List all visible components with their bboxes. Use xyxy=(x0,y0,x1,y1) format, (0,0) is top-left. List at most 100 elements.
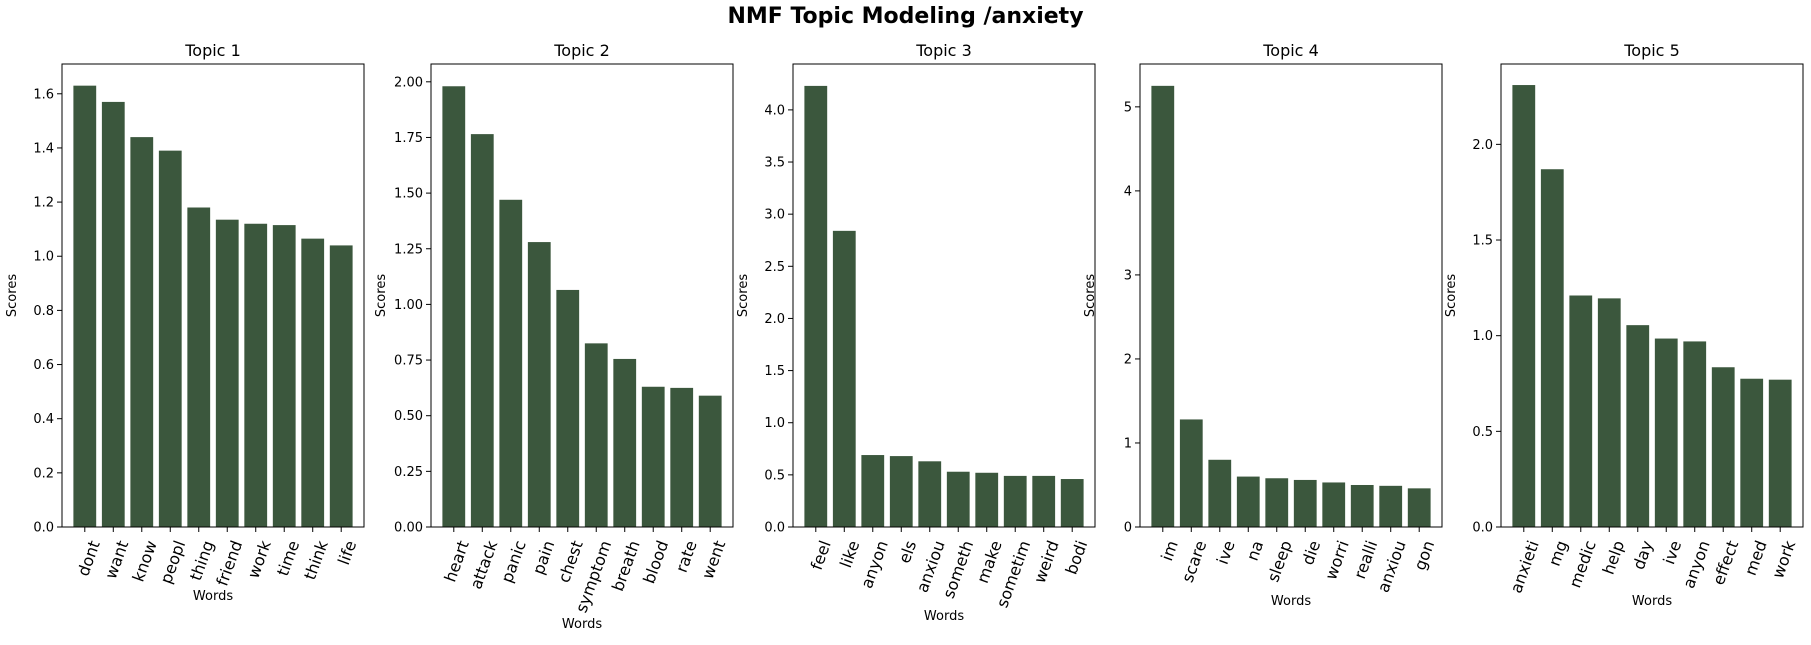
bar-think xyxy=(301,238,325,527)
y-tick-label: 1.5 xyxy=(1472,234,1493,249)
bar-rate xyxy=(670,387,694,527)
bar-na xyxy=(1236,476,1260,527)
y-tick-label: 0 xyxy=(1124,521,1132,536)
y-tick-label: 3.5 xyxy=(764,156,785,171)
y-tick-label: 0.0 xyxy=(33,521,54,536)
x-tick-label: els xyxy=(895,538,921,566)
bar-els xyxy=(889,456,913,527)
y-tick-label: 0.5 xyxy=(1472,425,1493,440)
x-tick-label: like xyxy=(836,538,863,570)
chart-title: Topic 4 xyxy=(1262,41,1319,60)
y-tick-label: 5 xyxy=(1124,100,1132,115)
topic-2-chart: heartattackpanicpainchestsymptombreathbl… xyxy=(374,41,734,632)
y-axis-label: Scores xyxy=(736,274,751,317)
y-tick-label: 0.75 xyxy=(394,354,423,369)
y-tick-label: 1.0 xyxy=(764,416,785,431)
y-tick-label: 2.5 xyxy=(764,260,785,275)
chart-title: Topic 3 xyxy=(915,41,972,60)
x-tick-label: life xyxy=(334,538,360,567)
x-tick-label: sleep xyxy=(1263,538,1295,585)
x-tick-label: die xyxy=(1298,538,1324,567)
x-tick-label: ive xyxy=(1213,538,1239,567)
bar-work xyxy=(244,223,268,527)
x-tick-label: friend xyxy=(212,538,246,588)
y-tick-label: 1.0 xyxy=(1472,329,1493,344)
y-tick-label: 1.25 xyxy=(394,242,423,257)
bar-friend xyxy=(215,219,239,527)
y-axis-label: Scores xyxy=(1444,274,1459,317)
bar-heart xyxy=(442,86,466,527)
x-tick-label: know xyxy=(128,538,160,584)
x-axis-label: Words xyxy=(1632,594,1672,609)
x-axis-label: Words xyxy=(193,589,233,604)
topic-1-chart: dontwantknowpeoplthingfriendworktimethin… xyxy=(5,41,365,604)
y-axis-label: Scores xyxy=(5,274,20,317)
y-tick-label: 0.8 xyxy=(33,304,54,319)
axes-frame xyxy=(61,63,365,528)
x-tick-label: went xyxy=(698,538,729,581)
bar-weird xyxy=(1032,475,1056,527)
x-tick-label: weird xyxy=(1030,538,1063,586)
bar-sleep xyxy=(1265,478,1289,527)
y-tick-label: 1.75 xyxy=(394,131,423,146)
x-tick-label: time xyxy=(273,538,303,578)
bar-thing xyxy=(187,207,211,527)
bar-anxiou xyxy=(1379,485,1403,527)
y-tick-label: 3.0 xyxy=(764,208,785,223)
x-tick-label: im xyxy=(1157,538,1182,563)
x-tick-label: realli xyxy=(1350,538,1381,581)
y-tick-label: 0.2 xyxy=(33,466,54,481)
bar-pain xyxy=(527,242,551,527)
bar-dont xyxy=(73,85,97,527)
bar-know xyxy=(130,137,154,528)
x-tick-label: na xyxy=(1243,538,1268,563)
x-tick-label: thing xyxy=(186,538,218,583)
x-tick-label: scare xyxy=(1178,538,1211,585)
x-tick-label: gon xyxy=(1410,538,1438,573)
y-tick-label: 0.00 xyxy=(394,521,423,536)
x-tick-label: help xyxy=(1599,538,1629,577)
bar-anyon xyxy=(1683,341,1707,527)
axes-frame xyxy=(1139,63,1443,528)
x-tick-label: panic xyxy=(497,538,530,585)
bar-feel xyxy=(804,85,828,528)
x-tick-label: dont xyxy=(74,538,104,579)
chart-title: Topic 5 xyxy=(1623,41,1680,60)
axes-frame xyxy=(792,63,1096,528)
bar-anyon xyxy=(861,455,885,527)
y-tick-label: 1.50 xyxy=(394,187,423,202)
bar-went xyxy=(698,395,722,527)
figure-title: NMF Topic Modeling /anxiety xyxy=(727,4,1084,29)
y-tick-label: 1.4 xyxy=(33,141,54,156)
bar-ive xyxy=(1654,338,1678,527)
bar-make xyxy=(975,472,999,527)
bar-die xyxy=(1293,479,1317,527)
x-axis-label: Words xyxy=(1271,594,1311,609)
y-tick-label: 3 xyxy=(1124,268,1132,283)
bar-symptom xyxy=(584,343,608,527)
x-tick-label: mg xyxy=(1545,538,1572,569)
x-axis-label: Words xyxy=(924,609,964,624)
bar-panic xyxy=(499,199,523,527)
bar-someth xyxy=(946,471,970,527)
bar-anxiou xyxy=(918,461,942,527)
bar-day xyxy=(1626,325,1650,527)
axes-frame xyxy=(430,63,734,528)
bar-effect xyxy=(1711,367,1735,527)
bar-mg xyxy=(1540,169,1564,528)
x-tick-label: med xyxy=(1741,538,1771,578)
bar-anxieti xyxy=(1512,85,1536,528)
y-tick-label: 0.6 xyxy=(33,358,54,373)
bar-med xyxy=(1740,378,1764,527)
y-tick-label: 1.5 xyxy=(764,364,785,379)
bar-chest xyxy=(556,289,580,527)
x-tick-label: blood xyxy=(639,538,672,586)
x-tick-label: work xyxy=(244,537,275,581)
y-tick-label: 2.0 xyxy=(1472,138,1493,153)
x-tick-label: think xyxy=(300,537,332,582)
bar-ive xyxy=(1208,459,1232,527)
bar-want xyxy=(101,101,125,527)
